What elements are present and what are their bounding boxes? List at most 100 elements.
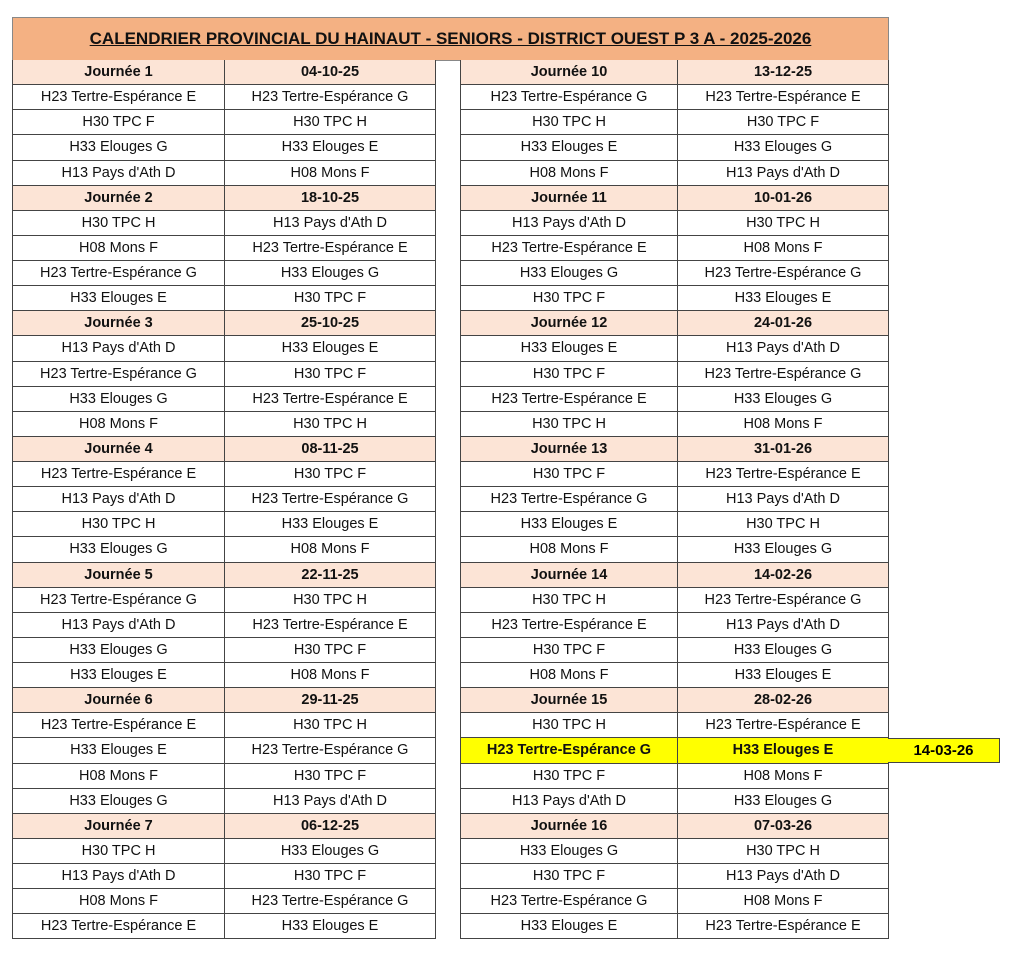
- match-row: H23 Tertre-Espérance E H33 Elouges E: [13, 914, 436, 940]
- matchday-header: Journée 16 07-03-26: [461, 813, 889, 839]
- matchday-label: Journée 14: [461, 562, 678, 587]
- home-team: H23 Tertre-Espérance G: [461, 889, 678, 914]
- matchday-header: Journée 12 24-01-26: [461, 311, 889, 337]
- away-team: H23 Tertre-Espérance E: [678, 914, 889, 939]
- match-row: H33 Elouges G H08 Mons F: [13, 537, 436, 563]
- home-team: H33 Elouges G: [13, 788, 225, 813]
- matchday-header: Journée 14 14-02-26: [461, 562, 889, 588]
- matchday-label: Journée 15: [461, 688, 678, 713]
- home-team: H08 Mons F: [461, 537, 678, 562]
- home-team: H30 TPC H: [13, 512, 225, 537]
- home-team: H08 Mons F: [13, 763, 225, 788]
- matchday-label: Journée 10: [461, 60, 678, 85]
- away-team: H23 Tertre-Espérance G: [225, 889, 436, 914]
- matchday-header: Journée 10 13-12-25: [461, 60, 889, 86]
- home-team: H30 TPC H: [461, 110, 678, 135]
- home-team: H33 Elouges E: [461, 512, 678, 537]
- away-team: H33 Elouges G: [678, 788, 889, 813]
- away-team: H13 Pays d'Ath D: [678, 612, 889, 637]
- home-team: H13 Pays d'Ath D: [13, 487, 225, 512]
- away-team: H33 Elouges G: [678, 386, 889, 411]
- matchday-date: 28-02-26: [678, 688, 889, 713]
- matchday-header: Journée 15 28-02-26: [461, 688, 889, 714]
- matchday-date: 22-11-25: [225, 562, 436, 587]
- schedule-table-right: Journée 10 13-12-25 H23 Tertre-Espérance G…: [460, 60, 889, 940]
- away-team: H13 Pays d'Ath D: [678, 487, 889, 512]
- away-team: H33 Elouges E: [225, 512, 436, 537]
- home-team: H23 Tertre-Espérance E: [13, 713, 225, 738]
- away-team: H30 TPC H: [678, 512, 889, 537]
- away-team: H33 Elouges E: [225, 336, 436, 361]
- home-team: H23 Tertre-Espérance G: [13, 361, 225, 386]
- match-row: H23 Tertre-Espérance E H08 Mons F: [461, 235, 889, 261]
- home-team: H13 Pays d'Ath D: [13, 160, 225, 185]
- match-row: H23 Tertre-Espérance G H30 TPC H: [13, 587, 436, 613]
- home-team: H30 TPC H: [461, 587, 678, 612]
- matchday-date: 04-10-25: [225, 60, 436, 85]
- match-row: H08 Mons F H23 Tertre-Espérance G: [13, 889, 436, 915]
- matchday-label: Journée 2: [13, 185, 225, 210]
- home-team: H33 Elouges E: [461, 336, 678, 361]
- home-team: H08 Mons F: [13, 235, 225, 260]
- away-team: H13 Pays d'Ath D: [225, 210, 436, 235]
- away-team: H33 Elouges G: [678, 637, 889, 662]
- away-team: H23 Tertre-Espérance E: [225, 235, 436, 260]
- home-team: H33 Elouges G: [13, 537, 225, 562]
- away-team: H30 TPC F: [225, 763, 436, 788]
- home-team: H33 Elouges E: [461, 135, 678, 160]
- matchday-label: Journée 11: [461, 185, 678, 210]
- home-team: H08 Mons F: [461, 160, 678, 185]
- match-row: H30 TPC F H30 TPC H: [13, 110, 436, 136]
- away-team: H33 Elouges E: [678, 286, 889, 311]
- match-row: H33 Elouges E H23 Tertre-Espérance G: [13, 738, 436, 764]
- match-row: H23 Tertre-Espérance G H13 Pays d'Ath D: [461, 487, 889, 513]
- home-team: H08 Mons F: [13, 411, 225, 436]
- match-row: H23 Tertre-Espérance E H30 TPC H: [13, 713, 436, 739]
- away-team: H33 Elouges E: [225, 914, 436, 939]
- matchday-date: 08-11-25: [225, 436, 436, 461]
- away-team: H23 Tertre-Espérance E: [678, 462, 889, 487]
- match-row: H13 Pays d'Ath D H30 TPC H: [461, 210, 889, 236]
- match-row: H23 Tertre-Espérance G H33 Elouges G: [13, 261, 436, 287]
- away-team: H30 TPC F: [225, 361, 436, 386]
- match-row: H30 TPC F H23 Tertre-Espérance G: [461, 361, 889, 387]
- match-row: H23 Tertre-Espérance G H08 Mons F: [461, 889, 889, 915]
- matchday-header: Journée 11 10-01-26: [461, 185, 889, 211]
- home-team: H23 Tertre-Espérance E: [461, 386, 678, 411]
- away-team: H33 Elouges G: [678, 537, 889, 562]
- match-row: H13 Pays d'Ath D H30 TPC F: [13, 864, 436, 890]
- away-team: H30 TPC F: [678, 110, 889, 135]
- home-team: H30 TPC H: [461, 713, 678, 738]
- home-team: H30 TPC F: [461, 763, 678, 788]
- matchday-label: Journée 7: [13, 813, 225, 838]
- match-row: H08 Mons F H33 Elouges E: [461, 663, 889, 689]
- match-row: H30 TPC F H33 Elouges E: [461, 286, 889, 312]
- matchday-label: Journée 4: [13, 436, 225, 461]
- home-team: H33 Elouges G: [461, 261, 678, 286]
- home-team: H33 Elouges G: [461, 838, 678, 863]
- match-row: H13 Pays d'Ath D H23 Tertre-Espérance E: [13, 612, 436, 638]
- match-row: H33 Elouges G H23 Tertre-Espérance G: [461, 261, 889, 287]
- matchday-date: 10-01-26: [678, 185, 889, 210]
- match-row: H30 TPC F H23 Tertre-Espérance E: [461, 462, 889, 488]
- matchday-label: Journée 1: [13, 60, 225, 85]
- away-team: H08 Mons F: [678, 889, 889, 914]
- matchday-header: Journée 6 29-11-25: [13, 688, 436, 714]
- away-team: H08 Mons F: [678, 235, 889, 260]
- away-team: H30 TPC F: [225, 462, 436, 487]
- away-team: H08 Mons F: [678, 411, 889, 436]
- away-team: H30 TPC F: [225, 864, 436, 889]
- home-team: H30 TPC F: [461, 462, 678, 487]
- away-team: H23 Tertre-Espérance E: [678, 85, 889, 110]
- home-team: H23 Tertre-Espérance G: [13, 261, 225, 286]
- home-team: H23 Tertre-Espérance E: [13, 462, 225, 487]
- home-team: H23 Tertre-Espérance E: [13, 85, 225, 110]
- home-team: H33 Elouges G: [13, 386, 225, 411]
- away-team: H23 Tertre-Espérance E: [678, 713, 889, 738]
- away-team: H23 Tertre-Espérance G: [678, 587, 889, 612]
- match-row: H23 Tertre-Espérance G H23 Tertre-Espéran…: [461, 85, 889, 111]
- match-row: H33 Elouges E H33 Elouges G: [461, 135, 889, 161]
- match-row: H30 TPC H H08 Mons F: [461, 411, 889, 437]
- home-team: H33 Elouges E: [13, 738, 225, 763]
- away-team: H30 TPC H: [225, 587, 436, 612]
